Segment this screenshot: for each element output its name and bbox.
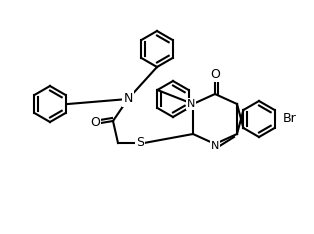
- Text: N: N: [187, 99, 195, 109]
- Text: S: S: [136, 136, 144, 150]
- Text: N: N: [211, 141, 219, 151]
- Text: N: N: [123, 92, 133, 106]
- Text: Br: Br: [283, 113, 297, 125]
- Text: O: O: [90, 117, 100, 129]
- Text: O: O: [210, 67, 220, 80]
